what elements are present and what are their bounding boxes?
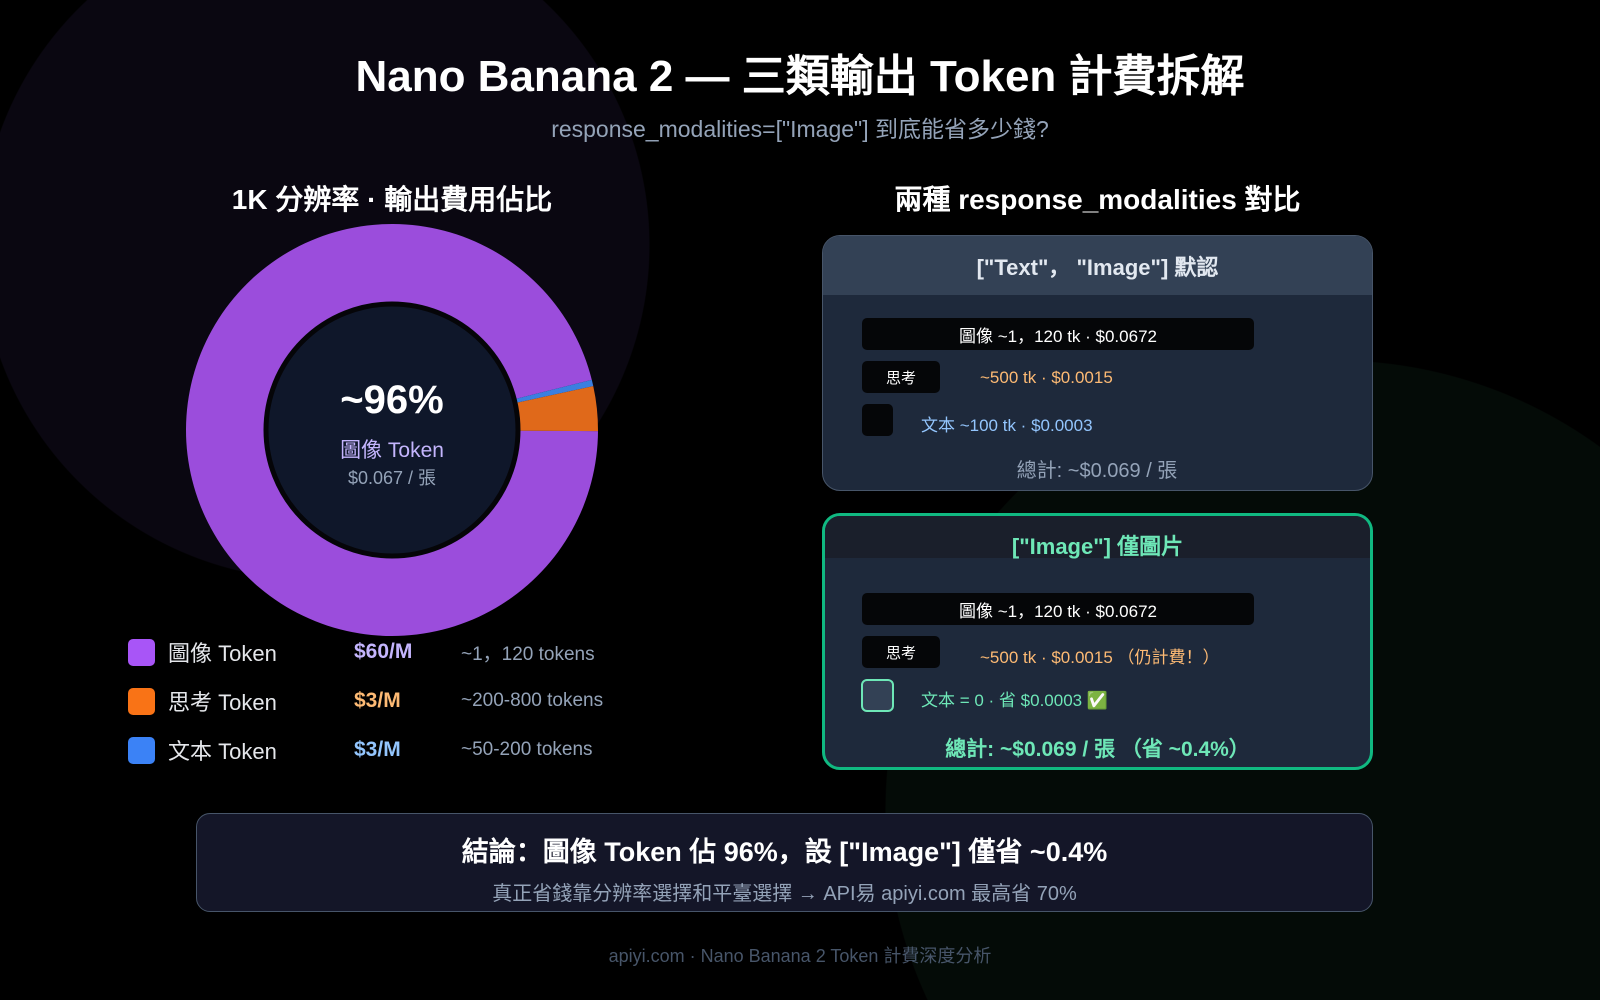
legend-item: 思考 Token $3/M ~200-800 tokens [128,686,648,716]
image-token-bar: 圖像 ~1，120 tk · $0.0672 [862,593,1254,625]
donut-chart [185,223,598,636]
card-total: 總計: ~$0.069 / 張 （省 ~0.4%） [945,738,1250,761]
legend-swatch [128,638,155,666]
card-title: ["Image"] 僅圖片 [825,516,1370,574]
center-sub: $0.067 / 張 [347,468,437,488]
legend-label: 圖像 Token [168,641,277,666]
donut-slice-0 [185,223,598,636]
chart-heading: 1K 分辨率 · 輸出費用佔比 [231,184,553,215]
comparison-heading: 兩種 response_modalities 對比 [894,184,1301,215]
text-row-text: 文本 = 0 · 省 $0.0003 ✅ [921,691,1108,710]
text-token-bar [862,404,893,436]
center-label: 圖像 Token [340,439,444,462]
card-total: 總計: ~$0.069 / 張 [1016,460,1178,482]
legend-price: $3/M [354,738,401,761]
legend-item: 文本 Token $3/M ~50-200 tokens [128,735,648,765]
legend-swatch [128,736,155,764]
footer: apiyi.com · Nano Banana 2 Token 計費深度分析 [608,946,992,966]
donut-center [263,301,521,559]
legend-label: 文本 Token [168,739,277,764]
card-image-only: ["Image"] 僅圖片 圖像 ~1，120 tk · $0.0672 思考 … [822,513,1373,770]
center-value: ~96% [340,378,444,422]
page-subtitle: response_modalities=["Image"] 到底能省多少錢? [551,116,1049,142]
conclusion-title: 結論：圖像 Token 佔 96%，設 ["Image"] 僅省 ~0.4% [461,837,1108,867]
legend-label: 思考 Token [168,690,277,715]
legend-tokens: ~200-800 tokens [461,690,604,711]
conclusion-box: 結論：圖像 Token 佔 96%，設 ["Image"] 僅省 ~0.4% 真… [196,813,1373,912]
legend-item: 圖像 Token $60/M ~1，120 tokens [128,637,648,667]
thinking-token-bar: 思考 [862,636,940,668]
card-title: ["Text"， "Image"] 默認 [823,236,1372,295]
thinking-token-bar: 思考 [862,361,940,393]
legend-tokens: ~1，120 tokens [461,643,595,665]
page-title: Nano Banana 2 — 三類輸出 Token 計費拆解 [355,52,1245,101]
card-default-modalities: ["Text"， "Image"] 默認 圖像 ~1，120 tk · $0.0… [822,235,1373,491]
donut-slice-2 [508,379,594,405]
thinking-row-text: ~500 tk · $0.0015 [980,368,1113,387]
thinking-row-text: ~500 tk · $0.0015 （仍計費！） [980,648,1220,667]
text-row-text: 文本 ~100 tk · $0.0003 [921,416,1093,435]
legend-price: $3/M [354,689,401,712]
legend-price: $60/M [354,640,413,663]
image-token-bar: 圖像 ~1，120 tk · $0.0672 [862,318,1254,350]
legend-tokens: ~50-200 tokens [461,739,593,760]
donut-slice-1 [509,386,598,432]
legend-swatch [128,687,155,715]
conclusion-sub: 真正省錢靠分辨率選擇和平臺選擇 → API易 apiyi.com 最高省 70% [492,883,1077,905]
text-token-empty-box [861,679,894,712]
